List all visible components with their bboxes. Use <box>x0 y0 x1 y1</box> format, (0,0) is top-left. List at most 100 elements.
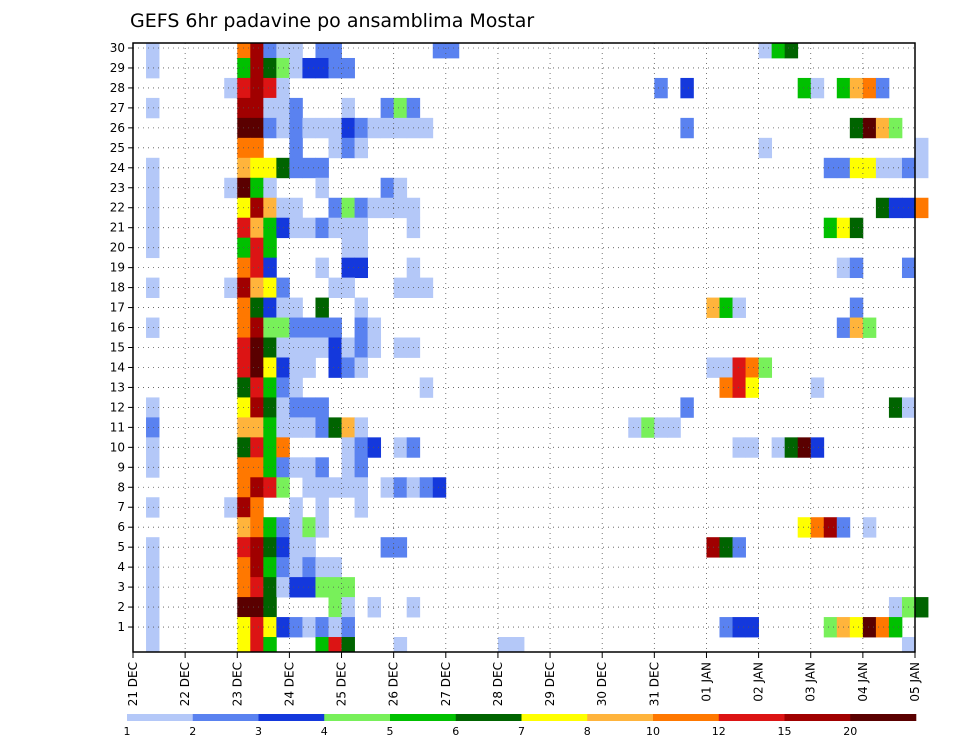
heatmap-cell <box>315 297 329 318</box>
heatmap-cell <box>263 197 277 219</box>
heatmap-cell <box>263 277 277 298</box>
heatmap-cell <box>315 317 329 338</box>
heatmap-cell <box>797 77 812 99</box>
heatmap-cell <box>380 537 395 558</box>
heatmap-cell <box>888 617 903 638</box>
heatmap-cell <box>354 477 368 498</box>
heatmap-cell <box>146 97 160 119</box>
y-tick-label: 21 <box>110 221 125 235</box>
heatmap-cell <box>810 517 825 538</box>
heatmap-cell <box>250 297 264 318</box>
x-tick-label: 22 DEC <box>178 662 192 706</box>
heatmap-cell <box>250 43 264 59</box>
heatmap-cell <box>250 97 264 119</box>
y-tick-label: 18 <box>110 281 125 295</box>
y-tick-label: 7 <box>117 500 125 514</box>
heatmap-cell <box>888 197 903 219</box>
heatmap-cell <box>810 437 825 458</box>
heatmap-cell <box>289 217 303 239</box>
heatmap-cell <box>419 477 434 498</box>
heatmap-cell <box>146 397 160 418</box>
heatmap-cell <box>849 77 864 99</box>
heatmap-cell <box>250 117 264 139</box>
colorbar-swatch <box>192 714 259 721</box>
y-tick-label: 14 <box>110 360 125 374</box>
heatmap-cell <box>250 457 264 478</box>
x-tick-label: 29 DEC <box>543 662 557 706</box>
y-tick-label: 10 <box>110 440 125 454</box>
heatmap-cell <box>862 77 877 99</box>
heatmap-cell <box>849 617 864 638</box>
heatmap-cell <box>888 157 903 179</box>
heatmap-cell <box>888 117 903 139</box>
heatmap-cell <box>289 97 303 119</box>
heatmap-cell <box>393 337 408 358</box>
y-tick-label: 3 <box>117 580 125 594</box>
heatmap-cell <box>849 157 864 179</box>
colorbar-label: 7 <box>518 725 525 738</box>
heatmap-cell <box>263 357 277 378</box>
heatmap-cell <box>250 637 264 653</box>
heatmap-cell <box>771 43 786 59</box>
heatmap-cell <box>628 417 642 438</box>
heatmap-cell <box>354 337 368 358</box>
colorbar-swatch <box>784 714 851 721</box>
heatmap-cell <box>354 297 368 318</box>
heatmap-cell <box>758 137 773 159</box>
heatmap-cell <box>250 77 264 99</box>
heatmap-cell <box>302 517 316 538</box>
heatmap-cell <box>328 617 342 638</box>
heatmap-cell <box>862 617 877 638</box>
y-tick-label: 6 <box>117 520 125 534</box>
heatmap-cell <box>354 117 368 139</box>
heatmap-cell <box>354 417 368 438</box>
heatmap-cell <box>419 117 434 139</box>
heatmap-cell <box>263 157 277 179</box>
heatmap-cell <box>237 43 251 59</box>
heatmap-cell <box>289 157 303 179</box>
heatmap-cell <box>263 177 277 199</box>
heatmap-cell <box>719 357 733 378</box>
y-tick-label: 13 <box>110 380 125 394</box>
heatmap-cell <box>328 277 342 298</box>
heatmap-cell <box>328 137 342 159</box>
chart-title: GEFS 6hr padavine po ansamblima Mostar <box>130 10 534 32</box>
heatmap-cell <box>758 43 773 59</box>
heatmap-cell <box>289 377 303 398</box>
heatmap-cell <box>146 417 160 438</box>
heatmap-cell <box>315 577 329 598</box>
heatmap-cell <box>289 57 303 79</box>
heatmap-cell <box>263 77 277 99</box>
heatmap-cell <box>315 617 329 638</box>
heatmap-cell <box>315 517 329 538</box>
heatmap-cell <box>289 517 303 538</box>
heatmap-cell <box>263 537 277 558</box>
heatmap-cell <box>354 237 368 259</box>
heatmap-cell <box>289 617 303 638</box>
grid-layer <box>133 43 915 652</box>
colorbar-label: 8 <box>584 725 591 738</box>
heatmap-cell <box>315 217 329 239</box>
heatmap-cell <box>263 397 277 418</box>
heatmap-cell <box>315 557 329 578</box>
heatmap-cell <box>302 317 316 338</box>
heatmap-cell <box>432 43 447 59</box>
heatmap-cell <box>510 637 525 653</box>
heatmap-cell <box>250 397 264 418</box>
heatmap-cell <box>302 157 316 179</box>
heatmap-cell <box>315 57 329 79</box>
colorbar-swatch <box>127 714 194 721</box>
heatmap-cell <box>289 317 303 338</box>
heatmap-cell <box>289 337 303 358</box>
heatmap-cell <box>380 117 395 139</box>
heatmap-cell <box>289 357 303 378</box>
heatmap-cell <box>862 317 877 338</box>
y-tick-label: 15 <box>110 341 125 355</box>
heatmap-cell <box>302 557 316 578</box>
colorbar-swatch <box>521 714 588 721</box>
colorbar-label: 3 <box>255 725 262 738</box>
heatmap-cell <box>354 437 368 458</box>
heatmap-cell <box>354 317 368 338</box>
heatmap-cell <box>823 517 838 538</box>
heatmap-cell <box>250 357 264 378</box>
